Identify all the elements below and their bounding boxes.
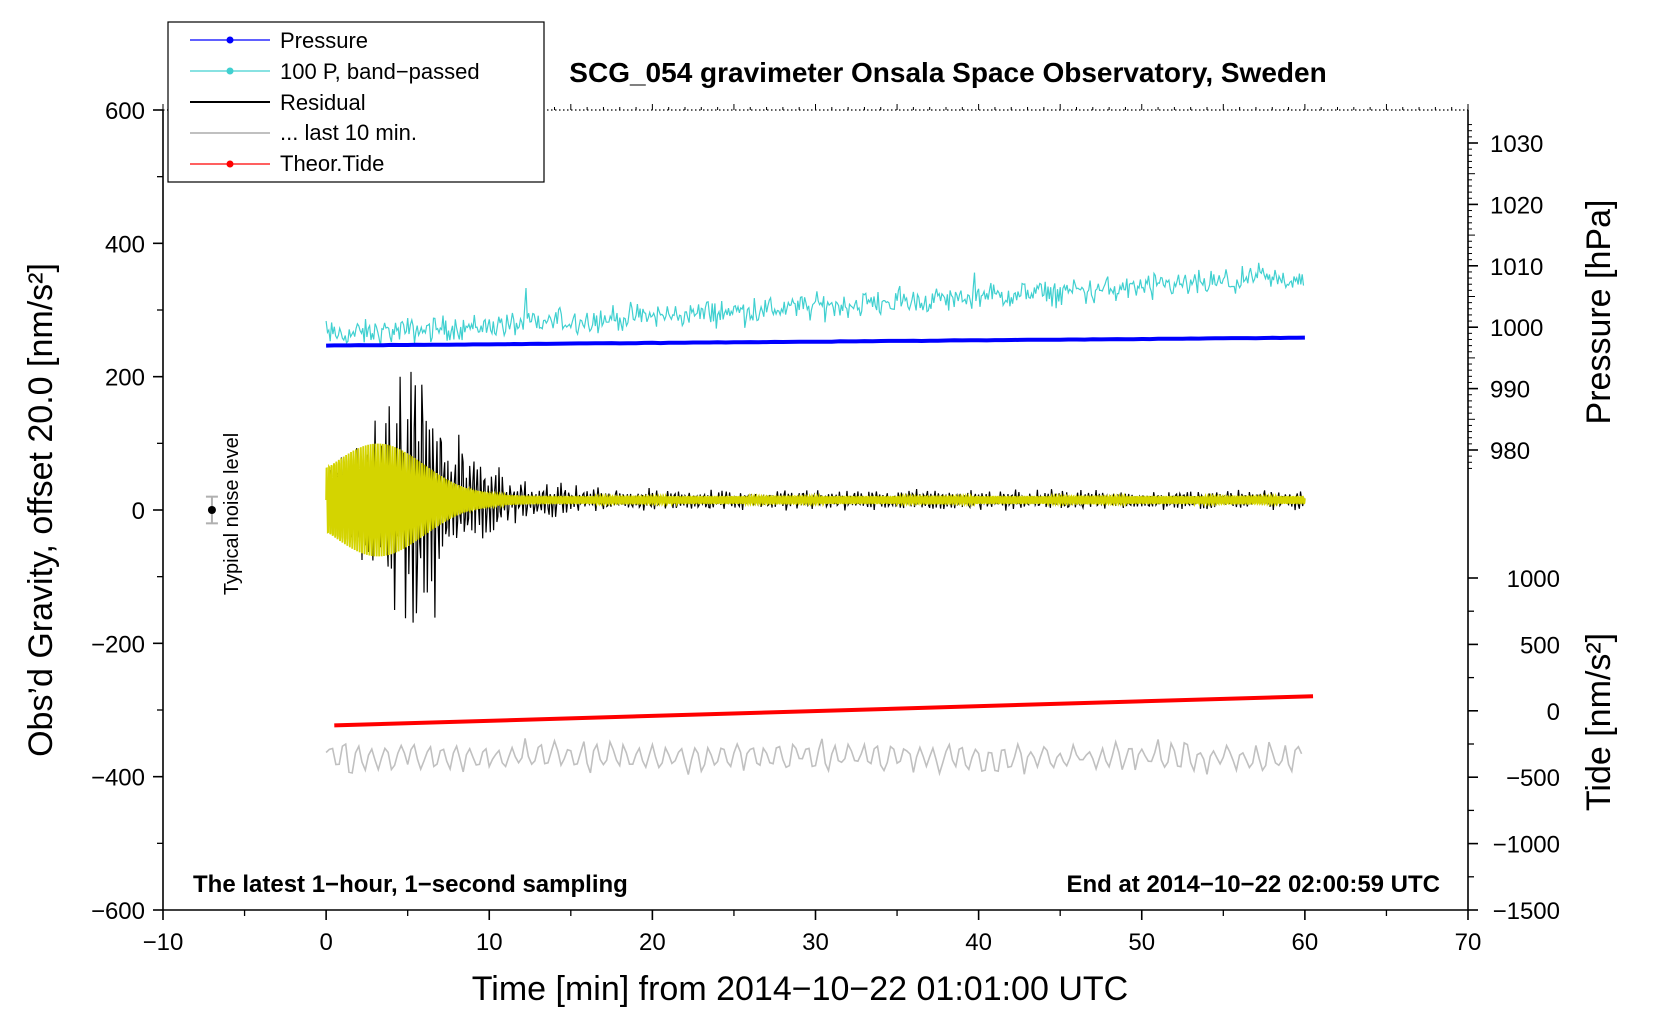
y-tick-label: −400: [91, 765, 145, 792]
pressure-tick-label: 990: [1490, 377, 1530, 404]
legend-swatch-marker: [226, 160, 234, 168]
legend-swatch-marker: [226, 36, 234, 44]
x-tick-label: 20: [639, 929, 666, 956]
x-tick-label: 10: [476, 929, 503, 956]
pressure-axis-ticks: 980 990 1000 1010 1020 1030: [1468, 124, 1543, 469]
y-tick-label: 600: [105, 98, 145, 125]
noise-bar-point: [207, 506, 216, 514]
series-layer: [325, 262, 1314, 777]
series-band-passed-pressure-line: [325, 262, 1305, 347]
x-tick-label: 40: [965, 929, 992, 956]
tide-axis-label: Tide [nm/s²]: [1580, 633, 1618, 811]
legend-label-band-passed: 100 P, band−passed: [280, 59, 480, 84]
pressure-axis-label: Pressure [hPa]: [1580, 200, 1618, 425]
tide-axis-ticks: −1500 −1000 −500 0 500 1000: [1468, 566, 1560, 925]
tide-tick-label: −1500: [1493, 898, 1560, 925]
x-tick-label: 50: [1128, 929, 1155, 956]
x-tick-label: 60: [1292, 929, 1319, 956]
legend: Pressure 100 P, band−passed Residual ...…: [167, 21, 545, 183]
y-tick-label: 0: [132, 498, 145, 525]
series-pressure-line: [326, 335, 1305, 348]
series-theor-tide-line: [334, 694, 1314, 728]
pressure-tick-label: 1020: [1490, 192, 1543, 219]
tide-tick-label: −500: [1506, 765, 1560, 792]
tide-tick-label: 500: [1520, 632, 1560, 659]
sampling-annotation: The latest 1−hour, 1−second sampling: [193, 871, 628, 898]
x-axis-ticks: −10 0 10 20 30 40 50 60 70: [143, 104, 1482, 956]
x-tick-label: −10: [143, 929, 184, 956]
series-last-10-min-line: [325, 738, 1303, 777]
legend-label-theor-tide: Theor.Tide: [280, 151, 384, 176]
pressure-tick-label: 1030: [1490, 131, 1543, 158]
chart-title: SCG_054 gravimeter Onsala Space Observat…: [569, 57, 1326, 88]
pressure-tick-label: 1010: [1490, 254, 1543, 281]
y-tick-label: −200: [91, 631, 145, 658]
x-axis-label: Time [min] from 2014−10−22 01:01:00 UTC: [472, 970, 1128, 1008]
legend-label-residual: Residual: [280, 90, 366, 115]
y-axis-label-left: Obs’d Gravity, offset 20.0 [nm/s²]: [22, 263, 60, 757]
y-tick-label: −600: [91, 898, 145, 925]
x-tick-label: 0: [319, 929, 332, 956]
tide-tick-label: −1000: [1493, 832, 1560, 859]
pressure-tick-label: 980: [1490, 438, 1530, 465]
y-tick-label: 200: [105, 365, 145, 392]
end-time-annotation: End at 2014−10−22 02:00:59 UTC: [1066, 871, 1440, 898]
legend-items: [190, 36, 270, 168]
tide-tick-label: 0: [1547, 699, 1560, 726]
legend-label-pressure: Pressure: [280, 28, 368, 53]
legend-label-last-10-min: ... last 10 min.: [280, 120, 417, 145]
y-axis-ticks: −600 −400 −200 0 200 400 600: [91, 98, 163, 925]
x-tick-label: 30: [802, 929, 829, 956]
y-tick-label: 400: [105, 231, 145, 258]
noise-level-label: Typical noise level: [221, 433, 243, 595]
series-filtered-residual-line: [325, 443, 1306, 557]
noise-level-bar: [205, 495, 218, 525]
pressure-tick-label: 1000: [1490, 315, 1543, 342]
x-tick-label: 70: [1455, 929, 1482, 956]
legend-swatch-marker: [226, 67, 234, 75]
tide-tick-label: 1000: [1507, 566, 1560, 593]
